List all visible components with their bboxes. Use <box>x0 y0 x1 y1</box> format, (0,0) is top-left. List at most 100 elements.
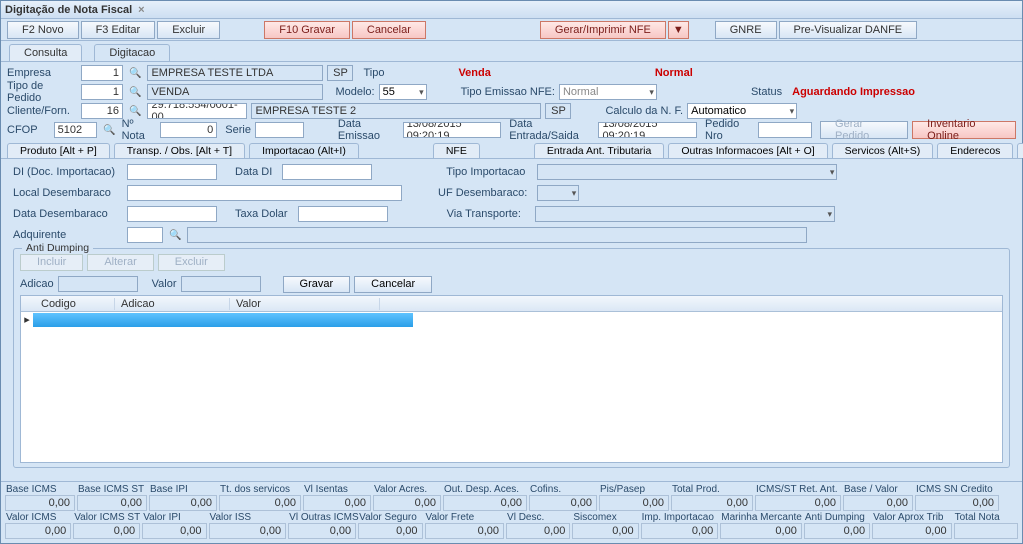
total-header: Base IPI <box>149 484 217 495</box>
total-value: 0,00 <box>77 495 147 511</box>
subtab-nfe[interactable]: NFE <box>433 143 480 158</box>
subtab-ant[interactable]: Entrada Ant. Tributaria <box>534 143 664 158</box>
nota-input[interactable]: 0 <box>160 122 218 138</box>
close-icon[interactable]: × <box>138 4 144 16</box>
main-tabs: Consulta Digitacao <box>1 41 1022 62</box>
total-header: Vl Outras ICMS <box>288 512 356 523</box>
total-cell: Imp. Importacao0,00 <box>641 512 719 539</box>
novo-button[interactable]: F2 Novo <box>7 21 79 39</box>
total-value: 0,00 <box>599 495 669 511</box>
total-value: 0,00 <box>303 495 371 511</box>
ad-grid[interactable]: Codigo Adicao Valor ▸ <box>20 295 1003 463</box>
ad-alterar-button[interactable]: Alterar <box>87 254 153 271</box>
calcnf-select[interactable]: Automatico <box>687 103 797 119</box>
total-value: 0,00 <box>5 523 71 539</box>
subtab-outras[interactable]: Outras Informacoes [Alt + O] <box>668 143 827 158</box>
total-cell: Out. Desp. Aces.0,00 <box>443 484 527 511</box>
subtab-transp[interactable]: Transp. / Obs. [Alt + T] <box>114 143 245 158</box>
adq-id[interactable] <box>127 227 163 243</box>
grid-row-selected[interactable]: ▸ <box>21 312 1002 327</box>
subtab-produto[interactable]: Produto [Alt + P] <box>7 143 110 158</box>
totals-panel: Base ICMS0,00Base ICMS ST0,00Base IPI0,0… <box>1 481 1022 543</box>
search-icon[interactable]: 🔍 <box>101 125 117 136</box>
danfe-button[interactable]: Pre-Visualizar DANFE <box>779 21 918 39</box>
total-header: Tt. dos servicos <box>219 484 301 495</box>
total-value: 0,00 <box>373 495 441 511</box>
subtab-end[interactable]: Enderecos <box>937 143 1013 158</box>
total-header: Base ICMS <box>5 484 75 495</box>
search-icon[interactable]: 🔍 <box>127 68 143 79</box>
total-cell: Total Prod.0,00 <box>671 484 753 511</box>
serie-input[interactable] <box>255 122 304 138</box>
dem-label: Data Emissao <box>338 118 399 142</box>
ad-adicao-input[interactable] <box>58 276 138 292</box>
tab-consulta[interactable]: Consulta <box>9 44 82 61</box>
subtab-cce[interactable]: Carta de Correcao - CCe <box>1017 143 1023 158</box>
total-header: Valor ICMS <box>5 512 71 523</box>
ped-input[interactable] <box>758 122 812 138</box>
des-input[interactable]: 13/08/2015 09:20:19 <box>598 122 697 138</box>
tipopedido-label: Tipo de Pedido <box>7 80 77 104</box>
empresa-id[interactable]: 1 <box>81 65 123 81</box>
gerar-nfe-dd[interactable]: ▼ <box>668 21 689 39</box>
ad-valor-input[interactable] <box>181 276 261 292</box>
total-cell: Base / Valor0,00 <box>843 484 913 511</box>
taxa-input[interactable] <box>298 206 388 222</box>
taxa-label: Taxa Dolar <box>235 208 288 220</box>
tipoimp-select[interactable] <box>537 164 837 180</box>
search-icon[interactable]: 🔍 <box>167 230 183 241</box>
antidumping-fieldset: Anti Dumping Incluir Alterar Excluir Adi… <box>13 248 1010 468</box>
empresa-nome: EMPRESA TESTE LTDA <box>147 65 323 81</box>
tipopedido-id[interactable]: 1 <box>81 84 123 100</box>
cliente-id[interactable]: 16 <box>81 103 123 119</box>
total-cell: Tt. dos servicos0,00 <box>219 484 301 511</box>
total-value: 0,00 <box>358 523 422 539</box>
cancelar-button[interactable]: Cancelar <box>352 21 426 39</box>
subtab-import[interactable]: Importacao (Alt+I) <box>249 143 359 158</box>
excluir-button[interactable]: Excluir <box>157 21 220 39</box>
adq-nome <box>187 227 807 243</box>
tipoem-select[interactable]: Normal <box>559 84 657 100</box>
gnre-button[interactable]: GNRE <box>715 21 777 39</box>
total-cell: Vl Outras ICMS0,00 <box>288 512 356 539</box>
datades-input[interactable] <box>127 206 217 222</box>
ad-cancelar-button[interactable]: Cancelar <box>354 276 432 293</box>
ufdes-select[interactable] <box>537 185 579 201</box>
modelo-select[interactable]: 55 <box>379 84 427 100</box>
tipoem-label: Tipo Emissao NFE: <box>461 86 555 98</box>
row-indicator-icon: ▸ <box>21 313 33 326</box>
import-pane: DI (Doc. Importacao) Data DI Tipo Import… <box>7 159 1016 472</box>
datades-label: Data Desembaraco <box>13 208 123 220</box>
di-input[interactable] <box>127 164 217 180</box>
inventario-button[interactable]: Inventario Online <box>912 121 1016 139</box>
total-value: 0,00 <box>843 495 913 511</box>
subtabs: Produto [Alt + P] Transp. / Obs. [Alt + … <box>1 141 1022 159</box>
gerar-nfe-button[interactable]: Gerar/Imprimir NFE <box>540 21 666 39</box>
search-icon[interactable]: 🔍 <box>127 87 143 98</box>
tipopedido-nome: VENDA <box>147 84 323 100</box>
ad-excluir-button[interactable]: Excluir <box>158 254 225 271</box>
gerarpedido-button[interactable]: Gerar Pedido <box>820 121 908 139</box>
ad-gravar-button[interactable]: Gravar <box>283 276 351 293</box>
datadi-input[interactable] <box>282 164 372 180</box>
tab-digitacao[interactable]: Digitacao <box>94 44 170 61</box>
total-value: 0,00 <box>755 495 841 511</box>
via-select[interactable] <box>535 206 835 222</box>
search-icon[interactable]: 🔍 <box>127 106 143 117</box>
cliente-doc[interactable]: 29.718.554/0001-00 <box>147 103 247 119</box>
toolbar: F2 Novo F3 Editar Excluir F10 Gravar Can… <box>1 19 1022 41</box>
tipo-label: Tipo <box>363 67 384 79</box>
total-cell: Pis/Pasep0,00 <box>599 484 669 511</box>
titlebar: Digitação de Nota Fiscal × <box>1 1 1022 19</box>
ad-incluir-button[interactable]: Incluir <box>20 254 83 271</box>
gravar-button[interactable]: F10 Gravar <box>264 21 350 39</box>
subtab-serv[interactable]: Servicos (Alt+S) <box>832 143 934 158</box>
cfop-input[interactable]: 5102 <box>54 122 98 138</box>
status-label: Status <box>751 86 782 98</box>
local-input[interactable] <box>127 185 402 201</box>
tipoimp-label: Tipo Importacao <box>446 166 525 178</box>
empresa-label: Empresa <box>7 67 77 79</box>
tipo-value: Venda <box>458 67 490 79</box>
editar-button[interactable]: F3 Editar <box>81 21 156 39</box>
dem-input[interactable]: 13/08/2015 09:20:19 <box>403 122 502 138</box>
